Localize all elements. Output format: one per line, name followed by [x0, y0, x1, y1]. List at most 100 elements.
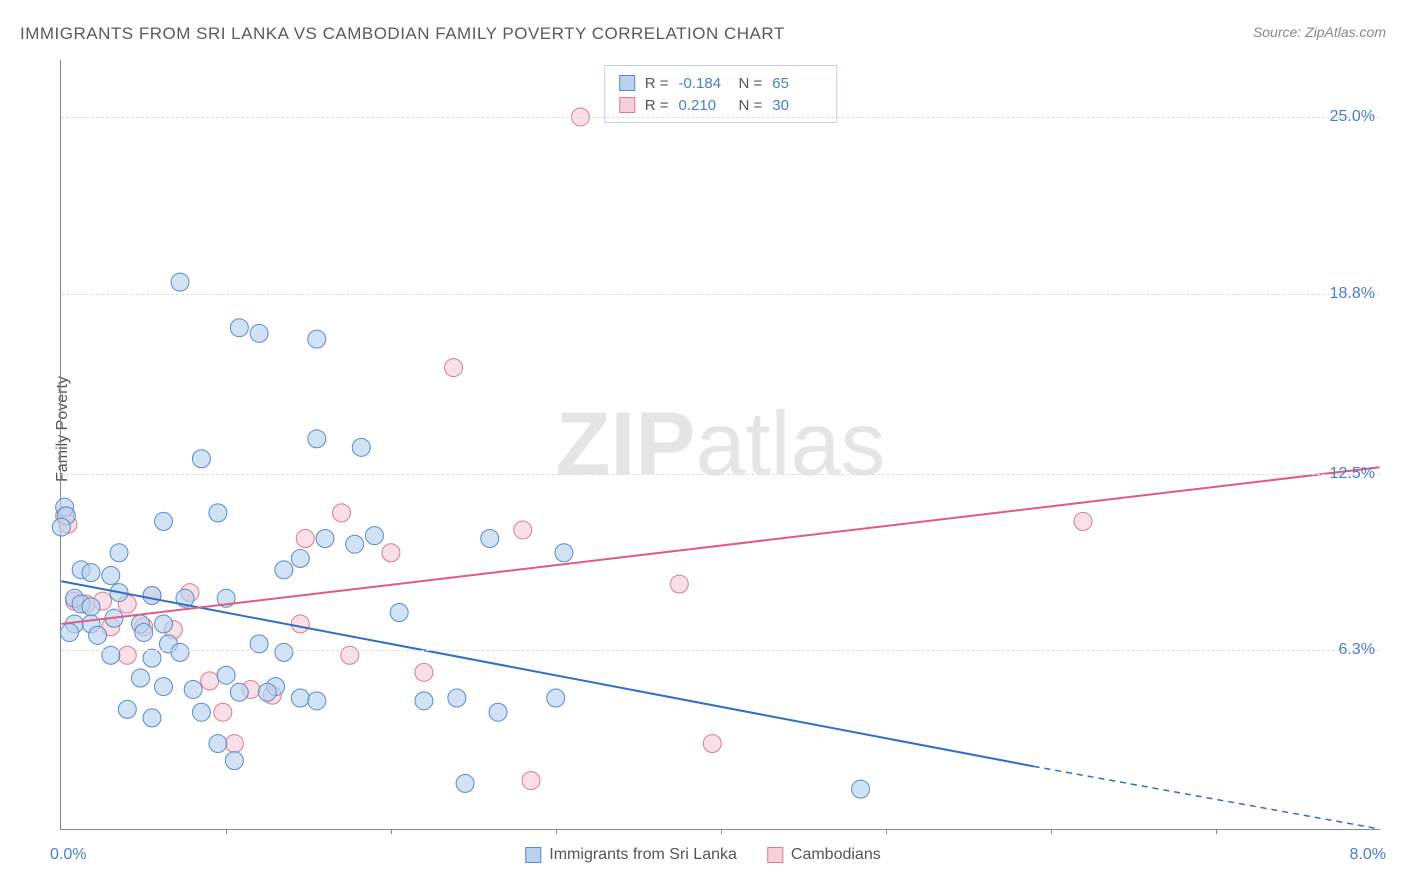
- scatter-point: [110, 544, 128, 562]
- scatter-point: [143, 649, 161, 667]
- swatch-blue-icon: [619, 75, 635, 91]
- scatter-point: [547, 689, 565, 707]
- scatter-point: [131, 669, 149, 687]
- n-label: N =: [739, 75, 763, 92]
- scatter-point: [102, 646, 120, 664]
- series1-n-value: 65: [772, 75, 822, 92]
- scatter-point: [52, 518, 70, 536]
- scatter-point: [346, 535, 364, 553]
- scatter-point: [1074, 512, 1092, 530]
- scatter-point: [390, 604, 408, 622]
- grid-line: [61, 474, 1380, 475]
- scatter-point: [333, 504, 351, 522]
- scatter-point: [82, 564, 100, 582]
- x-tick: [1051, 829, 1052, 834]
- scatter-plot-svg: [61, 60, 1380, 829]
- x-tick: [556, 829, 557, 834]
- n-label: N =: [739, 97, 763, 114]
- r-label: R =: [645, 97, 669, 114]
- legend-item-series1: Immigrants from Sri Lanka: [525, 846, 737, 864]
- y-tick-label: 12.5%: [1330, 465, 1375, 483]
- scatter-point: [703, 735, 721, 753]
- trendline-pink: [61, 467, 1379, 624]
- scatter-point: [214, 703, 232, 721]
- legend-label-series2: Cambodians: [791, 846, 881, 864]
- scatter-point: [192, 703, 210, 721]
- scatter-point: [522, 772, 540, 790]
- scatter-point: [155, 615, 173, 633]
- scatter-point: [489, 703, 507, 721]
- scatter-point: [230, 319, 248, 337]
- scatter-point: [82, 598, 100, 616]
- stats-row-series2: R = 0.210 N = 30: [619, 94, 823, 116]
- scatter-point: [456, 774, 474, 792]
- scatter-point: [192, 450, 210, 468]
- scatter-point: [250, 324, 268, 342]
- scatter-point: [415, 663, 433, 681]
- scatter-point: [341, 646, 359, 664]
- scatter-point: [308, 430, 326, 448]
- scatter-point: [155, 512, 173, 530]
- stats-row-series1: R = -0.184 N = 65: [619, 72, 823, 94]
- scatter-point: [201, 672, 219, 690]
- scatter-point: [209, 504, 227, 522]
- scatter-point: [352, 438, 370, 456]
- legend-label-series1: Immigrants from Sri Lanka: [549, 846, 737, 864]
- legend-item-series2: Cambodians: [767, 846, 881, 864]
- scatter-point: [308, 692, 326, 710]
- scatter-point: [155, 678, 173, 696]
- scatter-point: [171, 643, 189, 661]
- scatter-point: [275, 643, 293, 661]
- grid-line: [61, 117, 1380, 118]
- series2-n-value: 30: [772, 97, 822, 114]
- swatch-pink-icon: [619, 97, 635, 113]
- grid-line: [61, 294, 1380, 295]
- series2-r-value: 0.210: [679, 97, 729, 114]
- scatter-point: [143, 586, 161, 604]
- scatter-point: [61, 623, 79, 641]
- scatter-point: [258, 683, 276, 701]
- scatter-point: [382, 544, 400, 562]
- x-axis-min-label: 0.0%: [50, 846, 86, 864]
- swatch-blue-icon: [525, 847, 541, 863]
- scatter-point: [225, 752, 243, 770]
- scatter-point: [118, 700, 136, 718]
- swatch-pink-icon: [767, 847, 783, 863]
- scatter-point: [415, 692, 433, 710]
- scatter-point: [296, 530, 314, 548]
- scatter-point: [514, 521, 532, 539]
- scatter-point: [171, 273, 189, 291]
- chart-plot-area: ZIPatlas R = -0.184 N = 65 R = 0.210 N =…: [60, 60, 1380, 830]
- trendline-blue-extrapolated: [1034, 766, 1380, 829]
- scatter-point: [481, 530, 499, 548]
- y-tick-label: 6.3%: [1339, 641, 1375, 659]
- scatter-point: [670, 575, 688, 593]
- x-tick: [721, 829, 722, 834]
- x-tick: [391, 829, 392, 834]
- chart-title: IMMIGRANTS FROM SRI LANKA VS CAMBODIAN F…: [20, 24, 785, 44]
- scatter-point: [445, 359, 463, 377]
- y-tick-label: 25.0%: [1330, 108, 1375, 126]
- scatter-point: [291, 615, 309, 633]
- scatter-point: [143, 709, 161, 727]
- scatter-point: [555, 544, 573, 562]
- scatter-point: [448, 689, 466, 707]
- series1-r-value: -0.184: [679, 75, 729, 92]
- scatter-point: [135, 623, 153, 641]
- x-tick: [1216, 829, 1217, 834]
- x-tick: [886, 829, 887, 834]
- scatter-point: [316, 530, 334, 548]
- scatter-point: [217, 666, 235, 684]
- x-tick: [226, 829, 227, 834]
- r-label: R =: [645, 75, 669, 92]
- scatter-point: [102, 567, 120, 585]
- scatter-point: [275, 561, 293, 579]
- series-legend: Immigrants from Sri Lanka Cambodians: [525, 846, 880, 864]
- correlation-stats-box: R = -0.184 N = 65 R = 0.210 N = 30: [604, 65, 838, 123]
- scatter-point: [291, 549, 309, 567]
- scatter-point: [209, 735, 227, 753]
- scatter-point: [308, 330, 326, 348]
- scatter-point: [118, 646, 136, 664]
- source-attribution: Source: ZipAtlas.com: [1253, 24, 1386, 40]
- y-tick-label: 18.8%: [1330, 285, 1375, 303]
